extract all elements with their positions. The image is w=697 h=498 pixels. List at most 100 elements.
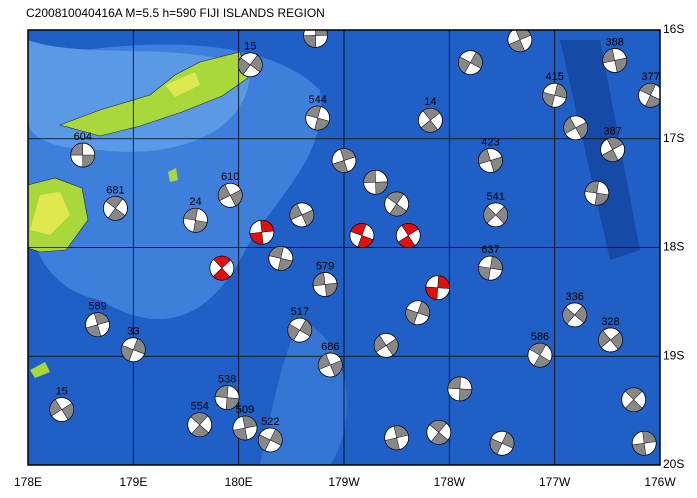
compression-quadrant bbox=[610, 332, 623, 350]
compression-quadrant bbox=[430, 432, 449, 445]
compression-quadrant bbox=[363, 169, 376, 183]
compression-quadrant bbox=[602, 48, 616, 64]
compression-quadrant bbox=[350, 223, 367, 236]
compression-quadrant bbox=[389, 203, 407, 217]
map-title: C200810040416A M=5.5 h=590 FIJI ISLANDS … bbox=[26, 6, 325, 20]
compression-quadrant bbox=[315, 30, 328, 36]
trench bbox=[560, 40, 640, 260]
depth-label: 33 bbox=[127, 326, 139, 338]
compression-quadrant bbox=[624, 399, 643, 412]
focal-mechanism bbox=[303, 30, 328, 48]
compression-quadrant bbox=[483, 205, 497, 224]
compression-quadrant bbox=[258, 434, 271, 452]
compression-quadrant bbox=[542, 92, 555, 108]
compression-quadrant bbox=[417, 301, 430, 317]
compression-quadrant bbox=[312, 272, 326, 287]
depth-label: 517 bbox=[291, 306, 309, 318]
compression-quadrant bbox=[324, 282, 338, 297]
depth-label: 423 bbox=[481, 136, 499, 148]
focal-mechanism bbox=[527, 342, 553, 368]
focal-mechanism bbox=[598, 327, 623, 353]
compression-quadrant bbox=[193, 220, 208, 233]
compression-quadrant bbox=[318, 353, 331, 370]
compression-quadrant bbox=[314, 117, 330, 131]
compression-quadrant bbox=[642, 431, 657, 444]
focal-mechanism bbox=[584, 180, 610, 206]
depth-label: 686 bbox=[321, 341, 339, 353]
compression-quadrant bbox=[183, 208, 198, 221]
compression-quadrant bbox=[632, 442, 647, 456]
focal-mechanism bbox=[103, 195, 128, 221]
compression-quadrant bbox=[478, 148, 491, 165]
focal-mechanism bbox=[457, 50, 483, 76]
compression-quadrant bbox=[214, 385, 229, 398]
depth-label: 541 bbox=[487, 191, 505, 203]
depth-label: 328 bbox=[601, 316, 619, 328]
compression-quadrant bbox=[447, 376, 461, 390]
focal-mechanism bbox=[349, 223, 375, 248]
focal-mechanism bbox=[49, 397, 75, 422]
focal-mechanism bbox=[447, 376, 473, 402]
compression-quadrant bbox=[495, 206, 508, 224]
focal-mechanism bbox=[478, 148, 503, 173]
compression-quadrant bbox=[624, 387, 643, 401]
compression-quadrant bbox=[269, 428, 283, 446]
compression-quadrant bbox=[229, 189, 243, 207]
x-tick-label: 176W bbox=[644, 475, 676, 489]
compression-quadrant bbox=[437, 275, 450, 289]
compression-quadrant bbox=[225, 397, 240, 410]
depth-label: 15 bbox=[56, 385, 68, 397]
focal-mechanism bbox=[562, 302, 588, 328]
focal-mechanism bbox=[478, 255, 503, 281]
compression-quadrant bbox=[514, 30, 532, 41]
depth-label: 681 bbox=[106, 184, 124, 196]
compression-quadrant bbox=[277, 258, 293, 271]
focal-mechanism bbox=[317, 352, 343, 378]
depth-label: 538 bbox=[218, 373, 236, 385]
compression-quadrant bbox=[574, 305, 587, 324]
focal-mechanism bbox=[563, 115, 589, 141]
depth-label: 388 bbox=[606, 36, 624, 48]
depth-label: 415 bbox=[545, 71, 563, 83]
compression-quadrant bbox=[232, 427, 248, 441]
compression-quadrant bbox=[303, 35, 317, 48]
compression-quadrant bbox=[384, 437, 400, 451]
y-tick-label: 16S bbox=[663, 22, 684, 36]
basemap: 604 681 589 33 15 538 554 509 522 610 24 517 686 544 1… bbox=[28, 16, 660, 465]
compression-quadrant bbox=[489, 438, 503, 455]
depth-label: 509 bbox=[236, 404, 254, 416]
compression-quadrant bbox=[575, 121, 588, 139]
depth-label: 637 bbox=[481, 244, 499, 256]
compression-quadrant bbox=[529, 342, 547, 356]
depth-label: 24 bbox=[189, 196, 201, 208]
focal-mechanism bbox=[507, 30, 533, 53]
frame bbox=[27, 29, 661, 466]
compression-quadrant bbox=[614, 57, 627, 73]
highland bbox=[165, 72, 200, 97]
depth-label: 604 bbox=[74, 131, 92, 143]
compression-quadrant bbox=[238, 57, 251, 75]
compression-quadrant bbox=[645, 94, 660, 108]
compression-quadrant bbox=[429, 420, 447, 433]
compression-quadrant bbox=[373, 335, 387, 353]
compression-quadrant bbox=[93, 312, 110, 326]
focal-mechanism bbox=[331, 148, 357, 173]
focal-mechanism bbox=[542, 82, 568, 108]
depth-label: 377 bbox=[641, 71, 659, 83]
focal-mechanism bbox=[237, 52, 263, 78]
depth-label: 589 bbox=[88, 301, 106, 313]
focal-mechanism bbox=[232, 415, 258, 441]
compression-quadrant bbox=[107, 207, 126, 221]
focal-mechanism bbox=[417, 107, 443, 133]
compression-quadrant bbox=[478, 265, 491, 281]
compression-quadrant bbox=[49, 399, 63, 417]
depth-label: 522 bbox=[261, 416, 279, 428]
depth-label: 425 bbox=[511, 16, 529, 28]
x-tick-label: 177W bbox=[539, 475, 571, 489]
y-tick-label: 20S bbox=[663, 457, 684, 471]
compression-quadrant bbox=[191, 424, 209, 437]
y-tick-label: 17S bbox=[663, 131, 684, 145]
compression-quadrant bbox=[405, 308, 419, 325]
compression-quadrant bbox=[212, 267, 231, 281]
